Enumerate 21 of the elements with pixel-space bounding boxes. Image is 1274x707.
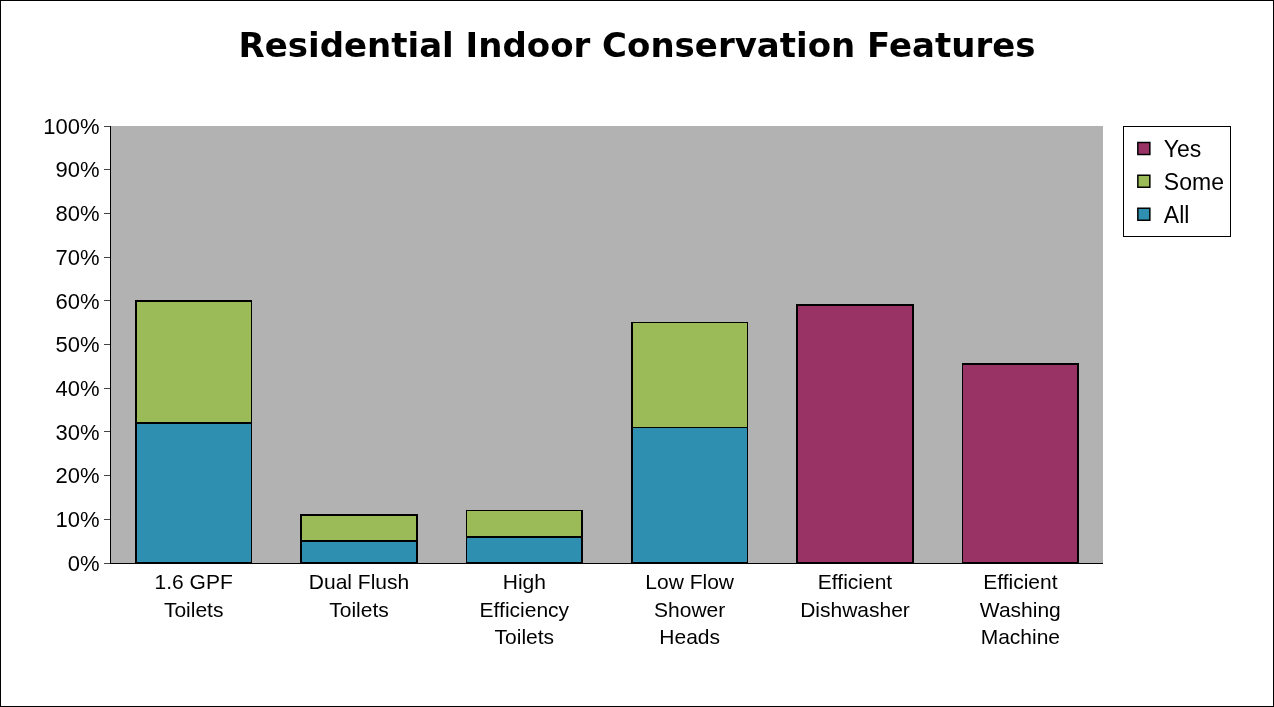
legend-label: Some (1163, 169, 1224, 196)
x-tick-label: Low Flow Shower Heads (645, 570, 735, 648)
y-tick-label: 30% (55, 419, 100, 445)
x-tick-label: Efficient Washing Machine (979, 570, 1061, 648)
x-tick-label: High Efficiency Toilets (479, 570, 570, 648)
x-tick-label: 1.6 GPF Toilets (154, 570, 233, 621)
x-tick-label: Efficient Dishwasher (800, 570, 910, 621)
y-tick-label: 50% (55, 332, 100, 358)
x-tick-label: Dual Flush Toilets (308, 570, 410, 621)
y-tick-label: 60% (55, 288, 100, 314)
y-tick-label: 90% (55, 157, 100, 183)
y-tick-label: 70% (55, 244, 100, 270)
y-tick-label: 40% (55, 375, 100, 401)
legend-label: Yes (1163, 136, 1202, 163)
legend-label: All (1163, 202, 1190, 229)
y-tick-label: 10% (55, 507, 100, 532)
y-tick-label: 100% (43, 113, 100, 139)
y-tick-label: 0% (67, 550, 100, 576)
chart-title: Residential Indoor Conservation Features (238, 24, 1036, 65)
y-tick-label: 20% (55, 463, 100, 489)
y-tick-label: 80% (55, 201, 100, 227)
